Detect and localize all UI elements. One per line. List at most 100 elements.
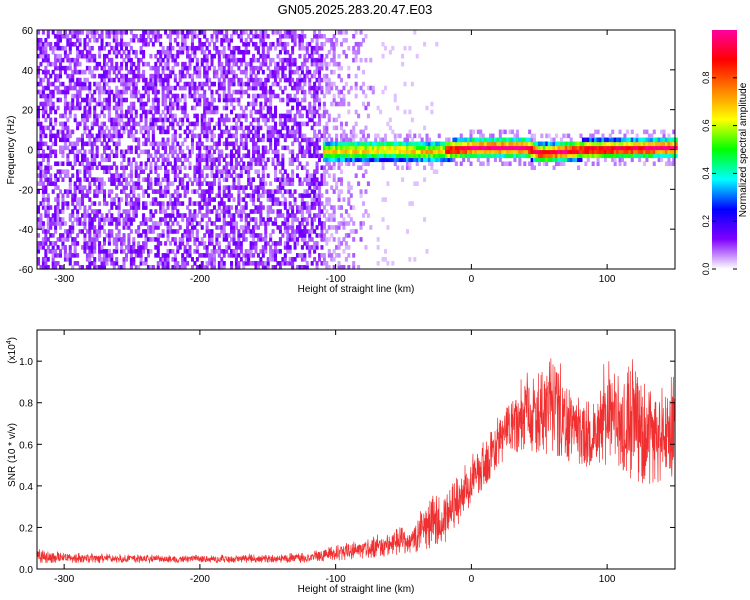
spectrogram-cell xyxy=(288,97,292,103)
spectrogram-cell xyxy=(339,101,344,107)
spectrogram-cell xyxy=(242,253,246,258)
spectrogram-cell xyxy=(225,93,229,99)
spectrogram-cell xyxy=(274,241,278,246)
spectrogram-cell xyxy=(85,169,89,174)
spectrogram-cell xyxy=(533,137,537,143)
spectrogram-cell xyxy=(506,153,510,159)
spectrogram-cell xyxy=(403,137,407,143)
spectrogram-cell xyxy=(603,153,607,159)
spectrogram-cell xyxy=(49,249,53,254)
spectrogram-cell xyxy=(493,141,497,147)
spectrogram-cell xyxy=(176,229,180,234)
spectrogram-cell xyxy=(542,145,546,151)
spectrogram-cell xyxy=(142,109,146,115)
spectrogram-cell xyxy=(435,153,439,159)
spectrogram-cell xyxy=(222,249,226,254)
spectrogram-cell xyxy=(161,65,165,71)
spectrogram-cell xyxy=(203,197,207,202)
spectrogram-cell xyxy=(115,105,119,111)
spectrogram-cell xyxy=(161,145,165,151)
spectrogram-cell xyxy=(102,241,107,246)
spectrogram-cell xyxy=(339,241,344,246)
spectrogram-cell xyxy=(129,265,133,270)
spectrogram-cell xyxy=(550,157,554,163)
spectrogram-cell xyxy=(51,249,55,254)
spectrogram-cell xyxy=(210,37,214,43)
spectrogram-cell xyxy=(73,197,77,202)
spectrogram-cell xyxy=(239,197,243,202)
spectrogram-cell xyxy=(308,89,312,95)
spectrogram-cell xyxy=(293,81,297,87)
spectrogram-cell xyxy=(608,145,612,151)
spectrogram-cell xyxy=(41,181,45,186)
spectrogram-cell xyxy=(149,181,153,186)
spectrogram-cell xyxy=(56,57,60,63)
spectrogram-cell xyxy=(481,137,485,143)
spectrogram-cell xyxy=(391,45,395,51)
spectrogram-cell xyxy=(296,157,300,163)
spectrogram-cell xyxy=(212,173,216,178)
spectrogram-cell xyxy=(142,221,146,226)
spectrogram-cell xyxy=(542,161,546,167)
spectrogram-cell xyxy=(283,133,287,139)
spectrogram-cell xyxy=(530,137,534,143)
spectrogram-cell xyxy=(115,257,119,262)
spectrogram-cell xyxy=(479,129,483,135)
spectrogram-cell xyxy=(278,117,282,123)
spectrogram-cell xyxy=(313,49,317,55)
spectrogram-cell xyxy=(261,137,265,143)
spectrogram-cell xyxy=(242,81,246,87)
spectrogram-cell xyxy=(61,217,65,222)
spectrogram-cell xyxy=(386,157,390,163)
spectrogram-cell xyxy=(44,229,48,234)
spectrogram-cell xyxy=(252,153,256,159)
spectrogram-cell xyxy=(183,93,187,99)
spectrogram-cell xyxy=(396,145,400,151)
spectrogram-cell xyxy=(247,249,251,254)
spectrogram-cell xyxy=(520,141,524,147)
spectrogram-cell xyxy=(63,189,67,194)
spectrogram-cell xyxy=(63,69,67,75)
spectrogram-cell xyxy=(44,97,48,103)
spectrogram-cell xyxy=(313,93,317,99)
spectrogram-cell xyxy=(144,121,148,127)
spectrogram-cell xyxy=(322,101,326,107)
spectrogram-cell xyxy=(173,169,177,174)
spectrogram-cell xyxy=(291,209,295,214)
spectrogram-cell xyxy=(120,189,124,194)
spectrogram-cell xyxy=(146,249,150,254)
spectrogram-cell xyxy=(296,89,300,95)
spectrogram-cell xyxy=(425,157,429,163)
spectrogram-cell xyxy=(244,153,248,159)
spectrogram-cell xyxy=(107,145,111,151)
spectrogram-cell xyxy=(496,153,500,159)
spectrogram-cell xyxy=(154,61,158,67)
spectrogram-cell xyxy=(596,153,600,159)
spectrogram-cell xyxy=(313,129,317,135)
spectrogram-cell xyxy=(78,37,82,43)
spectrogram-cell xyxy=(308,69,312,75)
spectrogram-cell xyxy=(611,129,615,135)
spectrogram-cell xyxy=(132,205,136,210)
spectrogram-cell xyxy=(281,69,285,75)
spectrogram-cell xyxy=(46,257,50,262)
spectrogram-cell xyxy=(63,93,67,99)
spectrogram-cell xyxy=(210,257,214,262)
spectrogram-cell xyxy=(142,49,146,55)
spectrogram-cell xyxy=(322,61,326,67)
spectrogram-cell xyxy=(357,141,361,147)
spectrogram-cell xyxy=(122,217,126,222)
spectrogram-cell xyxy=(212,149,216,155)
spectrogram-cell xyxy=(337,253,341,258)
spectrogram-cell xyxy=(159,57,163,63)
spectrogram-cell xyxy=(286,97,290,103)
spectrogram-cell xyxy=(203,253,207,258)
spectrogram-cell xyxy=(115,41,119,47)
spectrogram-cell xyxy=(83,157,87,163)
spectrogram-cell xyxy=(105,61,109,67)
spectrogram-cell xyxy=(271,129,275,135)
spectrogram-cell xyxy=(44,45,48,51)
spectrogram-cell xyxy=(310,137,314,143)
spectrogram-cell xyxy=(249,121,253,127)
spectrogram-cell xyxy=(88,105,92,111)
